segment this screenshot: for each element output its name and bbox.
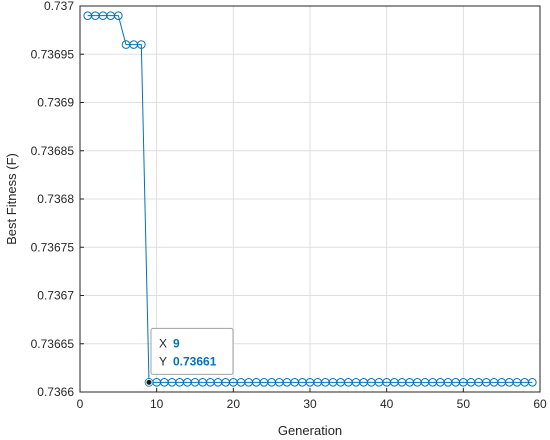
y-axis-label: Best Fitness (F) [4,153,19,245]
x-axis-label: Generation [278,423,342,438]
x-tick-label: 40 [380,397,394,411]
data-tip-marker[interactable] [145,378,153,386]
y-tick-label: 0.737 [44,0,74,13]
y-tick-label: 0.7368 [37,192,74,206]
data-tip-x-value: 9 [173,336,180,350]
y-tick-label: 0.7369 [37,96,74,110]
y-tick-label: 0.73665 [31,337,75,351]
y-tick-label: 0.7366 [37,385,74,399]
data-point[interactable] [137,40,146,49]
data-tip-x-label: X [159,336,167,350]
x-tick-label: 0 [77,397,84,411]
x-tick-label: 20 [227,397,241,411]
x-tick-label: 10 [150,397,164,411]
x-tick-label: 30 [303,397,317,411]
y-axis-ticks: 0.7366 0.73665 0.7367 0.73675 0.7368 0.73685 0… [31,0,84,399]
series-line [87,15,533,383]
series-layer [83,11,537,387]
x-tick-label: 50 [457,397,471,411]
y-tick-label: 0.73675 [31,240,75,254]
data-tip[interactable]: X 9 Y 0.73661 [145,327,234,386]
data-point[interactable] [528,378,537,387]
data-tip-y-value: 0.73661 [173,354,217,368]
data-tip-box [150,327,234,375]
x-tick-label: 60 [533,397,547,411]
y-tick-label: 0.73685 [31,144,75,158]
data-tip-y-label: Y [159,354,167,368]
x-axis-ticks: 0 10 20 30 40 50 60 [77,388,547,411]
data-point[interactable] [114,11,123,20]
y-tick-label: 0.73695 [31,47,75,61]
y-tick-label: 0.7367 [37,289,74,303]
